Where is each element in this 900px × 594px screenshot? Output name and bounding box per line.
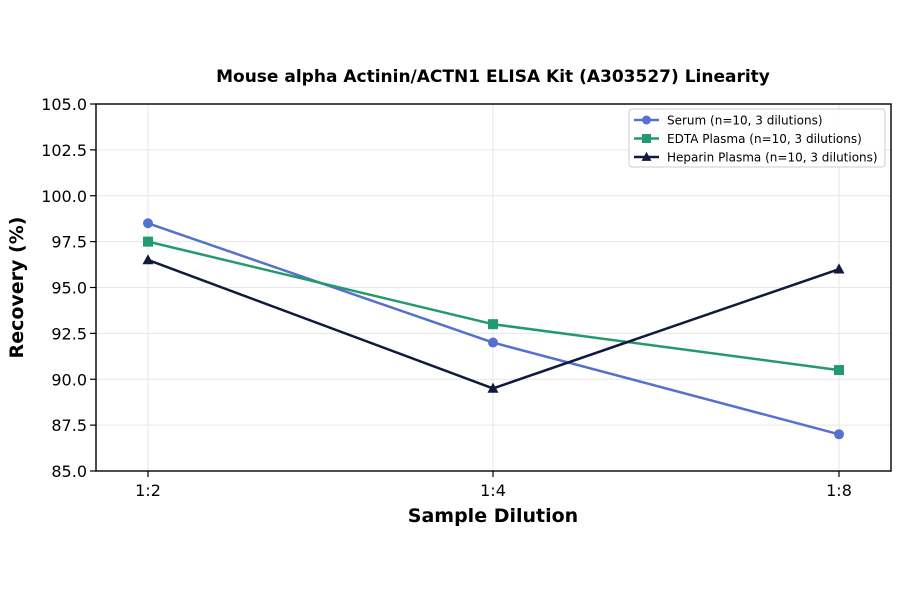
legend-label: EDTA Plasma (n=10, 3 dilutions) xyxy=(667,132,862,146)
legend-box xyxy=(628,108,886,168)
y-tick-label: 90.0 xyxy=(51,370,87,389)
data-point-triangle xyxy=(833,263,845,274)
legend: Serum (n=10, 3 dilutions) EDTA Plasma (n=… xyxy=(628,108,886,168)
x-axis-label: Sample Dilution xyxy=(408,505,578,527)
x-tick-label: 1:2 xyxy=(135,481,161,500)
y-tick-label: 95.0 xyxy=(51,279,87,298)
data-point-triangle xyxy=(487,382,499,393)
axis-ticks: 85.0 87.5 90.0 92.5 95.0 97.5 100.0 102.5 105.0 1… xyxy=(41,95,852,500)
chart-title: Mouse alpha Actinin/ACTN1 ELISA Kit (A30… xyxy=(216,67,770,87)
y-axis-label: Recovery (%) xyxy=(6,217,28,359)
y-tick-label: 92.5 xyxy=(51,324,87,343)
data-point-square xyxy=(488,319,498,330)
y-tick-label: 97.5 xyxy=(51,233,87,252)
data-point-square xyxy=(143,236,153,247)
legend-marker-circle xyxy=(642,115,651,125)
legend-label: Heparin Plasma (n=10, 3 dilutions) xyxy=(667,151,878,165)
data-point-circle xyxy=(834,429,844,440)
data-point-circle xyxy=(143,218,153,229)
y-tick-label: 105.0 xyxy=(41,95,87,114)
x-tick-label: 1:4 xyxy=(480,481,506,500)
y-tick-label: 100.0 xyxy=(41,187,87,206)
legend-label: Serum (n=10, 3 dilutions) xyxy=(667,114,823,128)
series-lines xyxy=(142,218,845,440)
data-point-triangle xyxy=(142,254,154,265)
y-tick-label: 87.5 xyxy=(51,416,87,435)
legend-marker-square xyxy=(642,134,651,143)
y-tick-label: 85.0 xyxy=(51,462,87,481)
data-point-square xyxy=(834,365,844,376)
legend-marker-triangle xyxy=(641,151,652,161)
y-tick-label: 102.5 xyxy=(41,141,87,160)
data-point-circle xyxy=(488,337,498,348)
x-tick-label: 1:8 xyxy=(826,481,852,500)
